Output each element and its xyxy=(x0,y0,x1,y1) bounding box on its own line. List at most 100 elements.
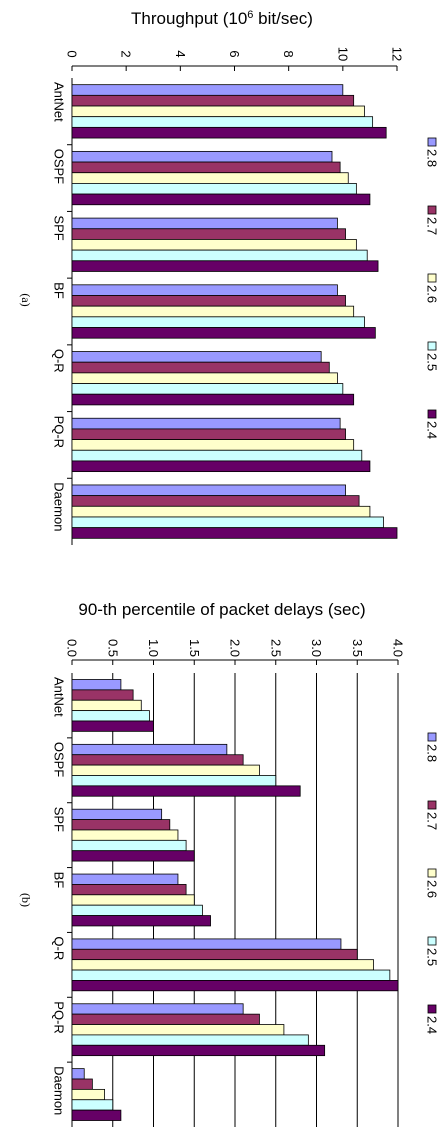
bar xyxy=(71,720,154,732)
category-label: PQ-R xyxy=(52,416,67,449)
chart-title: 90-th percentile of packet delays (sec) xyxy=(78,600,365,619)
legend-label: 2.8 xyxy=(425,744,440,762)
bar xyxy=(71,527,398,539)
panel-label: (b) xyxy=(19,893,33,907)
category-label: PQ-R xyxy=(52,1001,67,1033)
legend-label: 2.7 xyxy=(425,217,440,235)
bar xyxy=(71,904,203,916)
bar xyxy=(71,959,374,971)
tick-label: 8 xyxy=(281,50,296,57)
tick-label: 3.5 xyxy=(350,639,365,657)
category-label: Q-R xyxy=(52,936,67,960)
bar xyxy=(71,1034,309,1046)
bar xyxy=(71,417,341,430)
bar xyxy=(71,1088,105,1101)
legend-label: 2.6 xyxy=(425,285,440,303)
bar xyxy=(71,327,376,339)
legend-swatch xyxy=(427,137,437,147)
bar xyxy=(71,505,371,518)
bar xyxy=(71,105,365,118)
panel-label: (a) xyxy=(19,293,33,306)
category-label: BF xyxy=(52,872,67,889)
category-label: AntNet xyxy=(52,677,67,717)
category-label: Daemon xyxy=(52,482,67,531)
bar xyxy=(71,284,338,296)
category-label: BF xyxy=(52,282,67,299)
legend-label: 2.5 xyxy=(425,948,440,966)
tick-label: 2.5 xyxy=(268,639,283,657)
category-label: OSPF xyxy=(52,742,67,777)
bar xyxy=(71,819,171,831)
legend-swatch xyxy=(427,273,437,283)
chart-title: Throughput (106 bit/sec) xyxy=(131,9,313,28)
legend-swatch xyxy=(427,936,437,946)
bar xyxy=(71,894,195,906)
bar xyxy=(71,239,357,251)
tick-label: 12 xyxy=(390,47,405,61)
bar xyxy=(71,372,338,384)
bar xyxy=(71,439,355,451)
tick-label: 1.0 xyxy=(146,639,161,657)
bar xyxy=(71,938,342,950)
bar xyxy=(71,249,368,262)
bar xyxy=(71,116,374,128)
legend-swatch xyxy=(427,1004,437,1014)
tick-label: 3.0 xyxy=(309,639,324,657)
tick-label: 10 xyxy=(335,47,350,61)
tick-label: 2 xyxy=(119,50,134,57)
bar xyxy=(71,1013,260,1025)
legend-label: 2.8 xyxy=(425,149,440,167)
bar xyxy=(71,305,355,318)
legend-swatch xyxy=(427,868,437,878)
bar xyxy=(71,808,163,820)
bar xyxy=(71,295,346,307)
category-label: AntNet xyxy=(52,82,67,122)
legend-swatch xyxy=(427,205,437,215)
bar xyxy=(71,351,322,363)
category-label: Daemon xyxy=(52,1066,67,1115)
bar xyxy=(71,316,365,328)
bar xyxy=(71,839,187,852)
tick-label: 0.5 xyxy=(105,639,120,657)
legend-swatch xyxy=(427,341,437,351)
bar xyxy=(71,383,344,395)
bar xyxy=(71,980,399,992)
bar xyxy=(71,1044,326,1057)
bar xyxy=(71,850,195,862)
bar xyxy=(71,1109,122,1121)
legend-swatch xyxy=(427,800,437,810)
bar xyxy=(71,161,341,174)
bar xyxy=(71,260,379,272)
bar xyxy=(71,1099,114,1111)
bar xyxy=(71,484,346,497)
tick-label: 6 xyxy=(227,50,242,57)
bar xyxy=(71,785,301,797)
bar xyxy=(71,679,122,691)
legend-label: 2.4 xyxy=(425,1016,440,1034)
bar xyxy=(71,183,357,195)
bar xyxy=(71,1003,244,1015)
bar xyxy=(71,428,346,440)
bar xyxy=(71,1024,285,1036)
bar xyxy=(71,84,344,96)
bar xyxy=(71,699,142,712)
category-label: SPF xyxy=(52,807,67,832)
bar xyxy=(71,228,346,240)
bar xyxy=(71,217,338,230)
tick-label: 0 xyxy=(65,50,80,57)
bar xyxy=(71,193,371,206)
bar xyxy=(71,743,228,756)
bar xyxy=(71,460,371,473)
tick-label: 4.0 xyxy=(391,639,406,657)
bar xyxy=(71,393,355,406)
bar xyxy=(71,150,333,163)
throughput-chart: Throughput (106 bit/sec) 0 2 4 6 8 10 12 AntNet O… xyxy=(19,9,440,545)
legend-label: 2.6 xyxy=(425,880,440,898)
bar xyxy=(71,361,330,374)
bar xyxy=(71,884,187,896)
bar xyxy=(71,516,384,529)
legend-label: 2.4 xyxy=(425,421,440,439)
tick-label: 4 xyxy=(173,50,188,57)
category-label: SPF xyxy=(52,215,67,240)
